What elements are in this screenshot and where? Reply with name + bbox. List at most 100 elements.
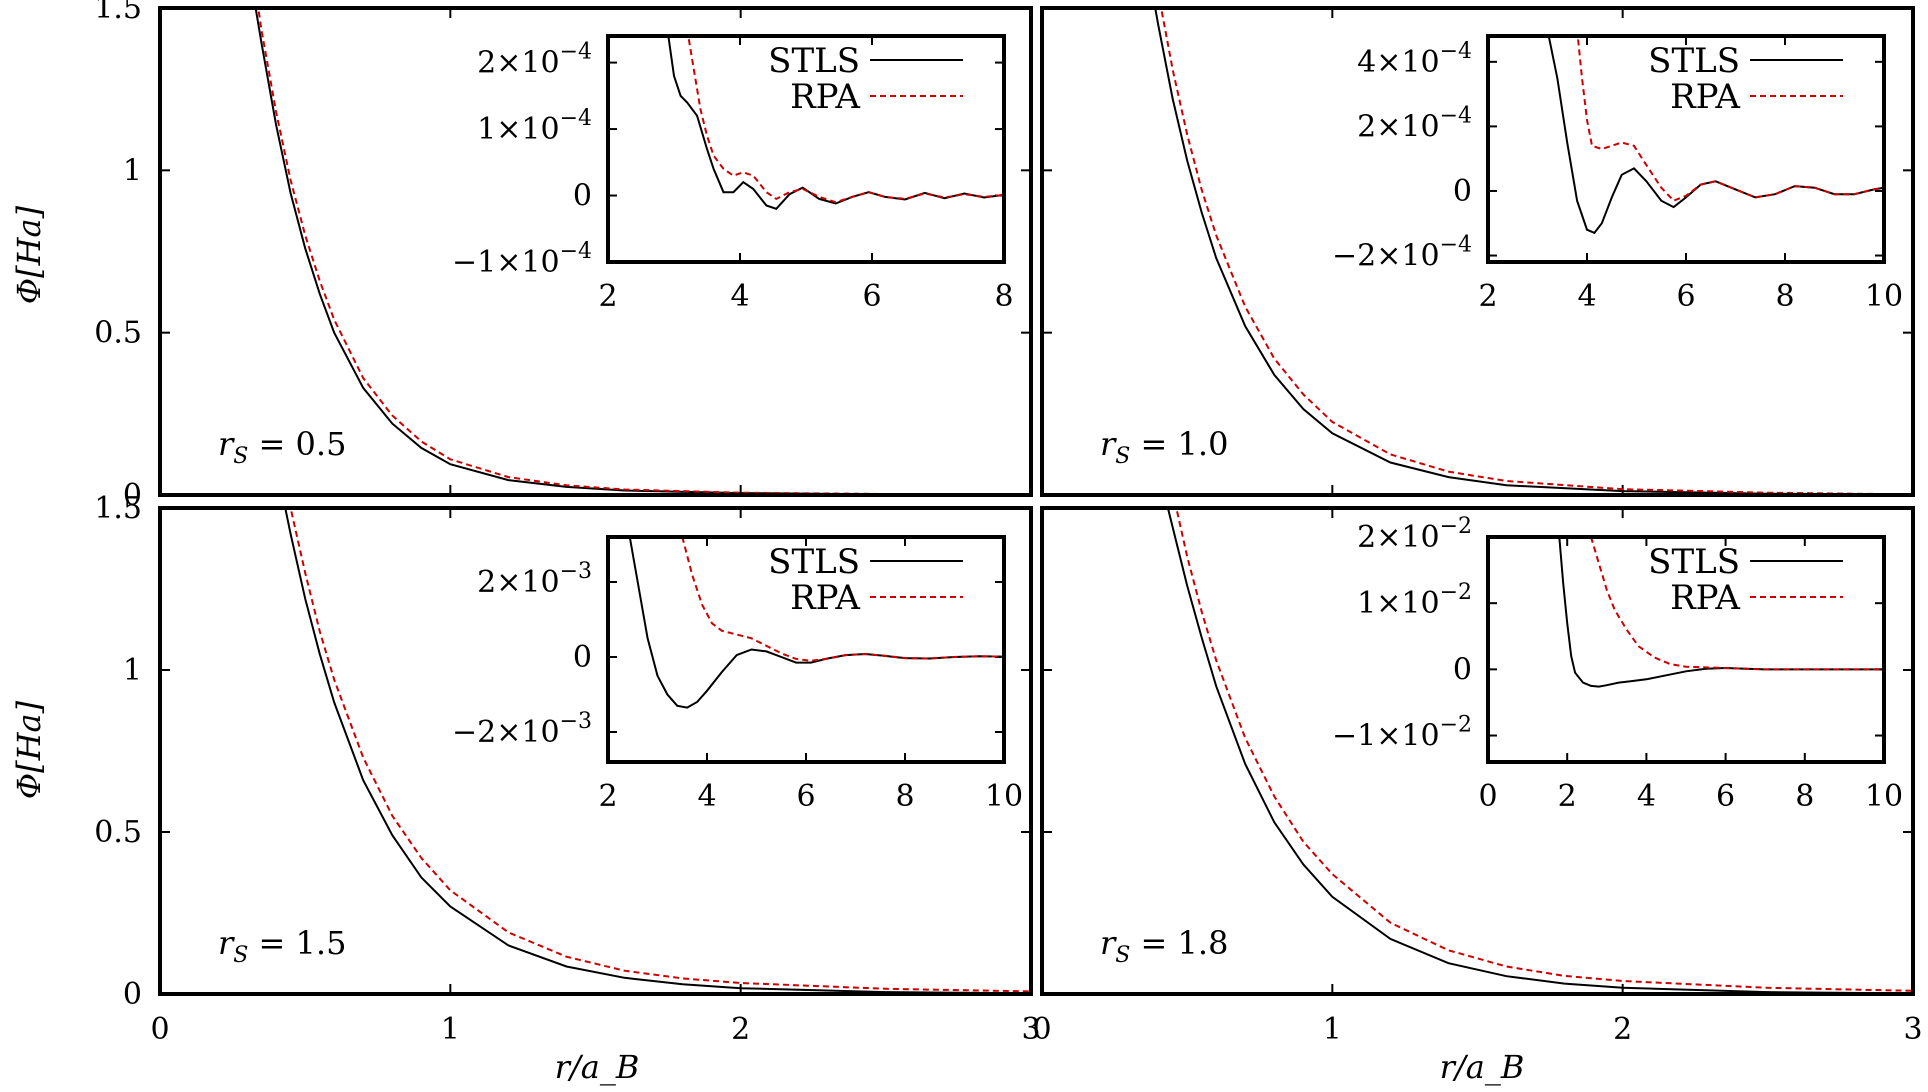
legend-label-stls: STLS (768, 542, 860, 582)
inset-x-tick-label: 8 (994, 279, 1013, 314)
series-line-stls (1166, 508, 1913, 994)
rs-symbol: r (1100, 924, 1117, 962)
panel-bottom-right: 0 1 2 3rS = 1.80 2 4 6 8 10−1×10−201×10−22×10−2S… (1032, 506, 1923, 1047)
inset-series-line-rpa (687, 36, 1004, 204)
legend-label-stls: STLS (1648, 41, 1740, 81)
inset-x-tick-label: 10 (985, 779, 1023, 814)
tick-exponent: −4 (1440, 233, 1472, 258)
panel-top-left: 00.511.5rS = 0.52 4 6 8−1×10−401×10−42×10−4… (94, 0, 1033, 513)
figure-root: 00.511.5rS = 0.52 4 6 8−1×10−401×10−42×10−4… (94, 0, 1922, 1047)
tick-exponent: −2 (1440, 514, 1472, 539)
panel-frame (158, 6, 1033, 497)
inset-frame (606, 535, 1006, 764)
tick-mantissa: 2×10 (477, 565, 559, 600)
inset-x-tick-label: 10 (1865, 779, 1903, 814)
inset-x-tick-label: 2 (598, 279, 617, 314)
tick-exponent: −4 (560, 239, 592, 264)
y-tick-label: 1 (123, 153, 142, 188)
rs-subscript: S (1115, 444, 1130, 469)
panel-frame (1040, 6, 1915, 497)
tick-exponent: −3 (560, 559, 592, 584)
tick-exponent: −2 (1440, 713, 1472, 738)
inset-x-tick-label: 6 (796, 779, 815, 814)
panel-frame (158, 506, 1033, 996)
x-tick-label: 0 (1032, 1012, 1051, 1047)
legend-label-rpa: RPA (790, 578, 860, 618)
y-tick-label: 1.5 (94, 491, 142, 526)
x-tick-label: 0 (150, 1012, 169, 1047)
x-axis-label-right: r/a_B (1440, 1048, 1525, 1086)
y-tick-label: 0.5 (94, 815, 142, 850)
y-tick-label: 0.5 (94, 316, 142, 351)
legend-label-rpa: RPA (790, 77, 860, 117)
inset-frame (1486, 34, 1886, 264)
y-tick-label: 1.5 (94, 0, 142, 26)
series-line-stls (1154, 8, 1913, 495)
inset-y-tick-label: −2×10−3 (452, 709, 592, 750)
panel-frame (1040, 506, 1915, 996)
x-tick-label: 2 (731, 1012, 750, 1047)
inset-x-tick-label: 2 (1478, 279, 1497, 314)
inset-y-tick-label: −1×10−4 (452, 239, 592, 280)
legend-label-rpa: RPA (1670, 77, 1740, 117)
rs-subscript: S (233, 444, 248, 469)
rs-value: = 1.0 (1130, 425, 1228, 463)
x-tick-label: 1 (441, 1012, 460, 1047)
tick-mantissa: 2×10 (1357, 109, 1439, 144)
tick-mantissa: 4×10 (1357, 45, 1439, 80)
inset-x-tick-label: 8 (1775, 279, 1794, 314)
inset-y-tick-label: −1×10−2 (1332, 713, 1472, 754)
x-tick-label: 3 (1903, 1012, 1922, 1047)
inset-y-tick-label: 1×10−2 (1357, 580, 1472, 621)
inset-x-tick-label: 8 (895, 779, 914, 814)
inset-y-tick-label: −2×10−4 (1332, 233, 1472, 274)
x-axis-label-left: r/a_B (555, 1048, 640, 1086)
panel-bottom-left: 0 1 2 300.511.5rS = 1.52 4 6 8 10−2×10−302×10−3… (94, 491, 1040, 1047)
series-line-stls (284, 508, 1031, 994)
tick-mantissa: −1×10 (1332, 719, 1440, 754)
tick-exponent: −3 (560, 709, 592, 734)
y-axis-label: Φ[Ha] (10, 700, 48, 799)
inset-series-line-rpa (1576, 36, 1884, 202)
inset-y-tick-label: 2×10−3 (477, 559, 592, 600)
tick-mantissa: 0 (1453, 652, 1472, 687)
inset-x-tick-label: 2 (598, 779, 617, 814)
inset-background (608, 537, 1004, 762)
tick-mantissa: 0 (1453, 174, 1472, 209)
inset-x-tick-label: 10 (1865, 279, 1903, 314)
tick-mantissa: −2×10 (1332, 239, 1440, 274)
tick-mantissa: 1×10 (1357, 586, 1439, 621)
inset-x-tick-label: 4 (730, 279, 749, 314)
inset-series-line-rpa (681, 537, 1004, 662)
x-tick-label: 2 (1613, 1012, 1632, 1047)
inset-y-tick-label: 0 (1453, 174, 1472, 209)
tick-mantissa: 2×10 (477, 46, 559, 81)
x-tick-label: 1 (1323, 1012, 1342, 1047)
tick-mantissa: 1×10 (477, 112, 559, 147)
y-tick-label: 0 (123, 977, 142, 1012)
rs-symbol: r (218, 425, 235, 463)
series-line-stls (254, 8, 1031, 495)
inset-frame (1486, 535, 1886, 764)
series-line-rpa (257, 8, 1031, 495)
tick-mantissa: −1×10 (452, 245, 560, 280)
rs-value: = 1.5 (248, 924, 346, 962)
rs-subscript: S (1115, 943, 1130, 968)
inset-y-tick-label: 1×10−4 (477, 106, 592, 147)
tick-mantissa: 2×10 (1357, 520, 1439, 555)
tick-exponent: −4 (1440, 39, 1472, 64)
inset-x-tick-label: 8 (1795, 779, 1814, 814)
panel-top-right: rS = 1.02 4 6 8 10−2×10−402×10−44×10−4 STLSRP… (1040, 6, 1915, 497)
rs-value: = 1.8 (1130, 924, 1228, 962)
inset-x-tick-label: 0 (1478, 779, 1497, 814)
x-tick-label: 3 (1021, 1012, 1040, 1047)
tick-mantissa: 0 (573, 179, 592, 214)
inset-series-line-rpa (1590, 537, 1884, 671)
rs-subscript: S (233, 943, 248, 968)
series-line-rpa (1160, 8, 1913, 495)
inset-y-tick-label: 4×10−4 (1357, 39, 1472, 80)
series-line-rpa (289, 508, 1031, 993)
inset-x-tick-label: 6 (862, 279, 881, 314)
